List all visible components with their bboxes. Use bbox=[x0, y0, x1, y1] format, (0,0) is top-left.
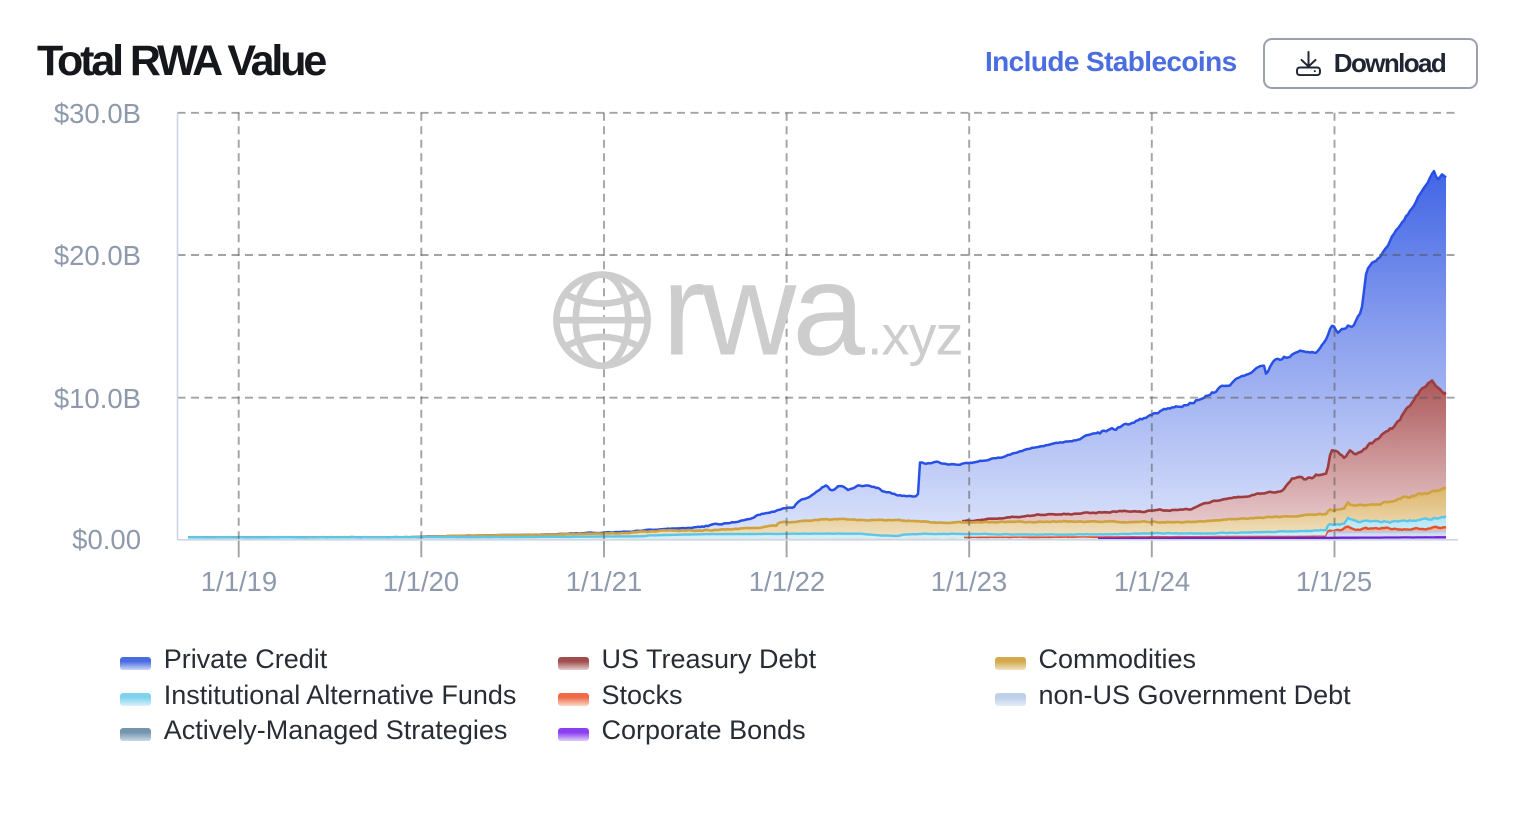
svg-text:rwa: rwa bbox=[662, 236, 865, 383]
svg-text:.xyz: .xyz bbox=[867, 304, 963, 367]
